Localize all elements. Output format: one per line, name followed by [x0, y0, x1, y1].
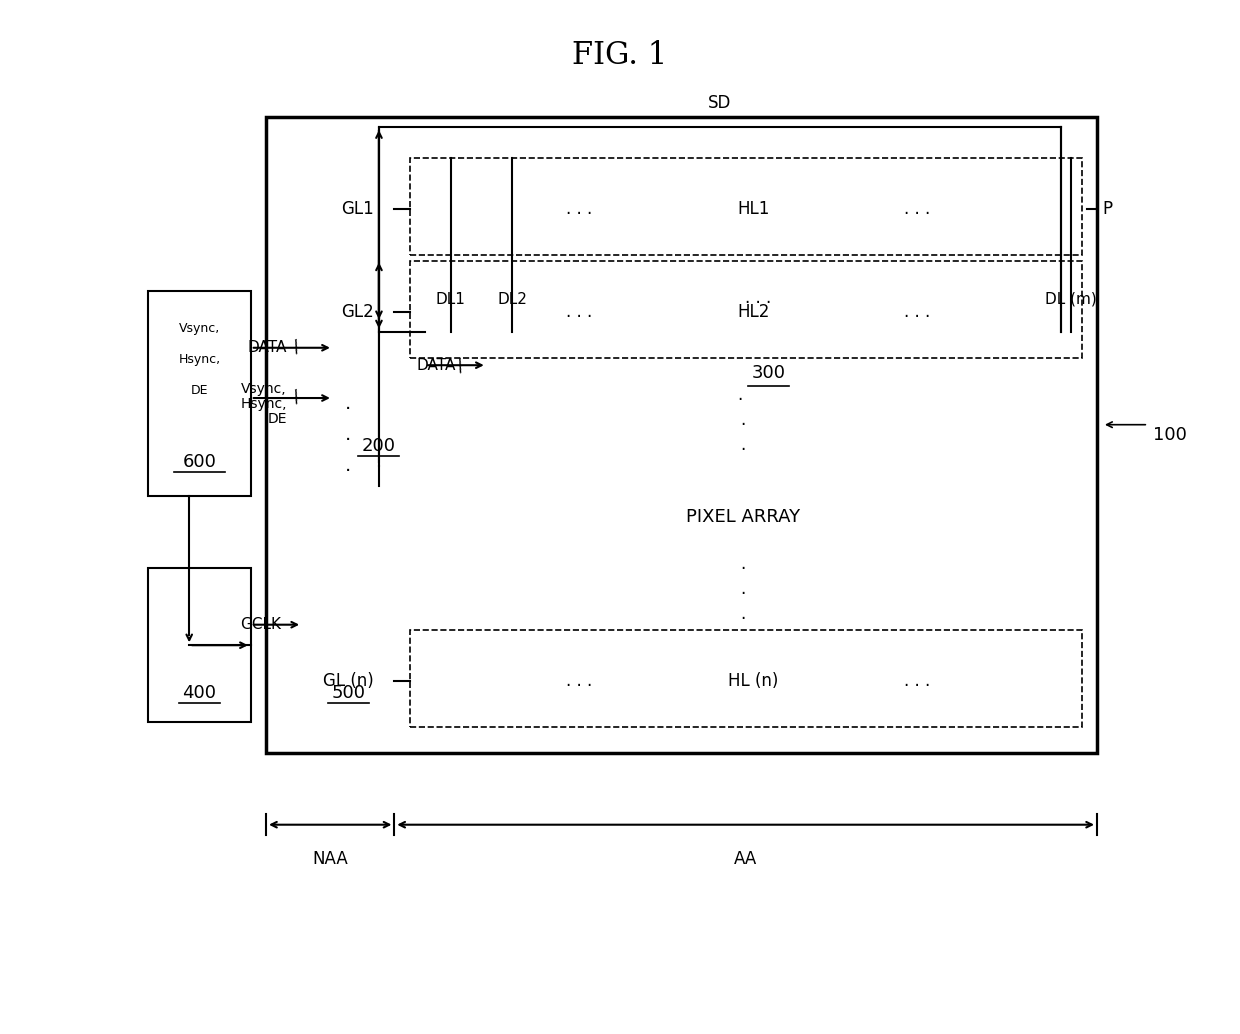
Bar: [303, 261, 394, 722]
Text: 200: 200: [362, 437, 396, 455]
Bar: [1030, 653, 1071, 709]
Bar: [149, 569, 250, 722]
Bar: [332, 323, 425, 465]
Text: AA: AA: [734, 850, 758, 869]
Text: DE: DE: [191, 384, 208, 397]
Bar: [481, 653, 522, 709]
Text: ·
·
·: · · ·: [345, 399, 351, 481]
Text: HL (n): HL (n): [728, 672, 779, 690]
Bar: [409, 261, 1081, 358]
Text: . . .: . . .: [904, 303, 930, 321]
Bar: [1030, 284, 1071, 340]
Text: /: /: [291, 337, 303, 356]
Text: GL (n): GL (n): [324, 672, 373, 690]
Text: . . .: . . .: [745, 288, 771, 307]
Text: GL2: GL2: [341, 303, 373, 321]
Text: Hsync,: Hsync,: [179, 353, 221, 366]
Text: DE: DE: [267, 412, 286, 426]
Text: . . .: . . .: [904, 672, 930, 690]
Text: 100: 100: [1153, 426, 1187, 444]
Bar: [486, 332, 1050, 415]
Text: DATA: DATA: [247, 340, 286, 356]
Text: DL2: DL2: [497, 292, 527, 307]
Text: PIXEL ARRAY: PIXEL ARRAY: [686, 508, 800, 526]
Text: .
.
.: . . .: [740, 555, 745, 622]
Text: . . .: . . .: [904, 201, 930, 218]
Text: DL (m): DL (m): [1045, 292, 1097, 307]
Bar: [149, 292, 250, 496]
Text: . 
.
.: . . .: [738, 386, 748, 454]
Text: GCLK: GCLK: [241, 617, 281, 632]
Bar: [409, 158, 1081, 255]
Text: . . .: . . .: [565, 201, 591, 218]
Text: /: /: [291, 387, 303, 406]
Text: DL1: DL1: [435, 292, 466, 307]
Text: HL1: HL1: [737, 201, 770, 218]
Bar: [425, 653, 466, 709]
Text: Hsync,: Hsync,: [241, 397, 286, 412]
Bar: [267, 117, 1097, 753]
Text: GL1: GL1: [341, 201, 373, 218]
Bar: [425, 182, 466, 238]
Text: /: /: [455, 357, 467, 375]
Text: . . .: . . .: [565, 303, 591, 321]
Bar: [409, 630, 1081, 727]
Text: NAA: NAA: [312, 850, 348, 869]
Text: . . .: . . .: [565, 672, 591, 690]
Text: 600: 600: [182, 453, 217, 470]
Text: Vsync,: Vsync,: [241, 382, 286, 396]
Text: 500: 500: [331, 683, 366, 702]
Text: FIG. 1: FIG. 1: [573, 40, 667, 71]
Text: SD: SD: [708, 94, 732, 112]
Text: P: P: [1102, 201, 1112, 218]
Text: 300: 300: [751, 364, 786, 383]
Text: HL2: HL2: [737, 303, 770, 321]
Text: DATA: DATA: [417, 358, 456, 372]
Bar: [481, 182, 522, 238]
Bar: [1030, 182, 1071, 238]
Text: 400: 400: [182, 683, 217, 702]
Text: Vsync,: Vsync,: [179, 323, 221, 335]
Bar: [481, 284, 522, 340]
Bar: [425, 284, 466, 340]
